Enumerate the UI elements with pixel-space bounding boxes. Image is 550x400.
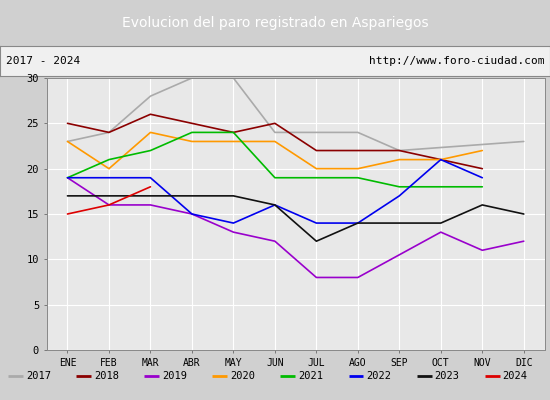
Text: http://www.foro-ciudad.com: http://www.foro-ciudad.com xyxy=(369,56,544,66)
Text: 2023: 2023 xyxy=(434,371,459,381)
Text: 2018: 2018 xyxy=(94,371,119,381)
Text: 2019: 2019 xyxy=(162,371,187,381)
Text: 2017 - 2024: 2017 - 2024 xyxy=(6,56,80,66)
Text: 2024: 2024 xyxy=(502,371,527,381)
Text: Evolucion del paro registrado en Aspariegos: Evolucion del paro registrado en Asparie… xyxy=(122,16,428,30)
Text: 2020: 2020 xyxy=(230,371,255,381)
Text: 2022: 2022 xyxy=(366,371,391,381)
Text: 2021: 2021 xyxy=(298,371,323,381)
Text: 2017: 2017 xyxy=(26,371,51,381)
